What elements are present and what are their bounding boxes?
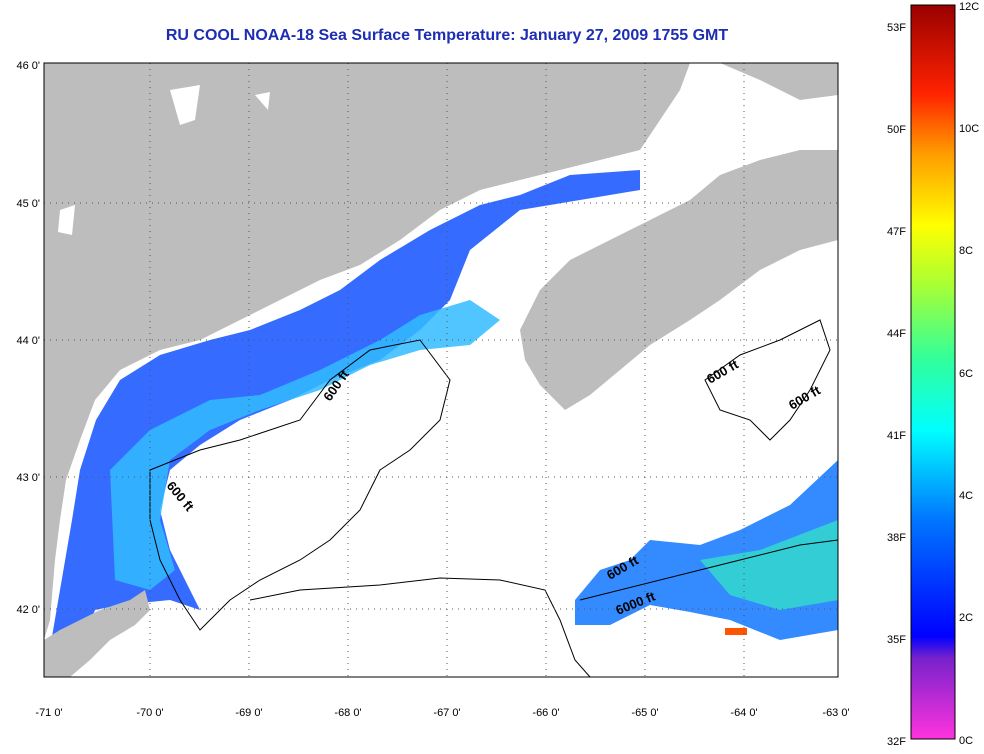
colorbar-c-label: 4C bbox=[959, 490, 973, 502]
colorbar-f-label: 38F bbox=[887, 532, 906, 544]
colorbar-c-label: 0C bbox=[959, 735, 973, 747]
colorbar-c-label: 8C bbox=[959, 245, 973, 257]
contour-600ft-georges bbox=[249, 577, 591, 677]
colorbar-f-label: 53F bbox=[887, 22, 906, 34]
colorbar bbox=[910, 4, 956, 740]
lat-axis: 46 0' 45 0' 44 0' 43 0' 42 0' bbox=[16, 60, 40, 616]
colorbar-f-label: 47F bbox=[887, 226, 906, 238]
contour-600ft-gulf bbox=[149, 339, 451, 631]
lon-tick-label: -70 0' bbox=[136, 707, 163, 719]
sst-coastal-band bbox=[48, 170, 640, 660]
colorbar-c-label: 6C bbox=[959, 368, 973, 380]
lon-tick-label: -69 0' bbox=[235, 707, 262, 719]
lon-axis: -71 0' -70 0' -69 0' -68 0' -67 0' -66 0… bbox=[35, 707, 849, 719]
colorbar-f-labels: 53F 50F 47F 44F 41F 38F 35F 32F bbox=[887, 22, 906, 748]
lon-tick-label: -68 0' bbox=[334, 707, 361, 719]
lat-tick-label: 45 0' bbox=[16, 198, 40, 210]
colorbar-f-label: 35F bbox=[887, 634, 906, 646]
lon-tick-label: -65 0' bbox=[631, 707, 658, 719]
contour-600ft-scotian bbox=[704, 319, 831, 441]
map-title: RU COOL NOAA-18 Sea Surface Temperature:… bbox=[165, 27, 729, 44]
lat-tick-label: 43 0' bbox=[16, 472, 40, 484]
graticule bbox=[44, 63, 838, 677]
sst-warm-spot bbox=[725, 628, 747, 635]
sst-coastal-cyan bbox=[110, 300, 500, 590]
lat-tick-label: 46 0' bbox=[16, 60, 40, 72]
lat-tick-label: 44 0' bbox=[16, 335, 40, 347]
map-border bbox=[43, 62, 839, 678]
colorbar-c-label: 2C bbox=[959, 612, 973, 624]
colorbar-f-label: 50F bbox=[887, 124, 906, 136]
sst-southeast-warm bbox=[700, 520, 838, 610]
lon-tick-label: -67 0' bbox=[433, 707, 460, 719]
land-mainland bbox=[44, 63, 838, 640]
colorbar-f-label: 41F bbox=[887, 430, 906, 442]
lon-tick-label: -71 0' bbox=[35, 707, 62, 719]
lon-tick-label: -66 0' bbox=[532, 707, 559, 719]
colorbar-f-label: 44F bbox=[887, 328, 906, 340]
lon-tick-label: -63 0' bbox=[822, 707, 849, 719]
land-cape-cod bbox=[44, 590, 150, 677]
colorbar-c-label: 12C bbox=[959, 1, 979, 13]
contour-6000ft bbox=[579, 539, 838, 601]
lon-tick-label: -64 0' bbox=[730, 707, 757, 719]
colorbar-f-label: 32F bbox=[887, 736, 906, 748]
colorbar-c-label: 10C bbox=[959, 123, 979, 135]
land-nova-scotia bbox=[520, 150, 838, 410]
lat-tick-label: 42 0' bbox=[16, 604, 40, 616]
colorbar-c-labels: 12C 10C 8C 6C 4C 2C 0C bbox=[959, 1, 979, 747]
